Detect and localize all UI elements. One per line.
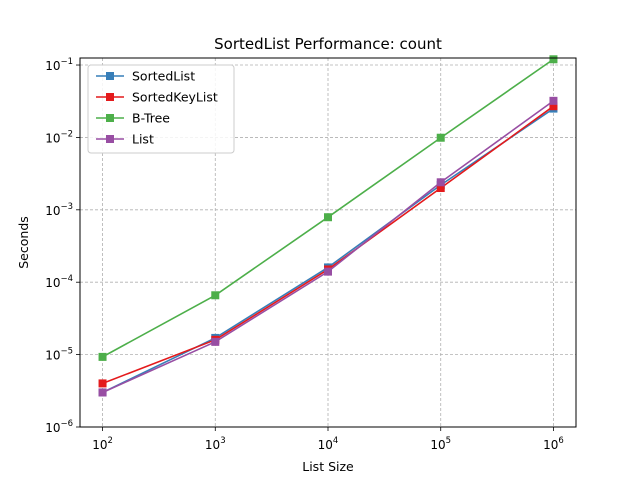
data-point	[324, 213, 333, 222]
data-point	[549, 55, 558, 64]
y-tick-exponent: −4	[60, 274, 73, 284]
y-tick-base: 10	[45, 276, 60, 290]
x-tick-base: 10	[92, 438, 107, 452]
legend-marker	[106, 114, 114, 122]
legend-label: List	[132, 132, 154, 147]
y-tick-base: 10	[45, 59, 60, 73]
data-point	[98, 379, 107, 388]
legend-marker	[106, 135, 114, 143]
y-tick-label: 10−5	[45, 347, 73, 363]
y-tick-exponent: −5	[60, 347, 73, 357]
y-tick-exponent: −2	[60, 129, 73, 139]
y-tick-base: 10	[45, 421, 60, 435]
y-axis-label: Seconds	[16, 216, 31, 269]
y-tick-label: 10−6	[45, 419, 73, 435]
y-tick-exponent: −3	[60, 202, 73, 212]
legend-item: List	[96, 132, 154, 147]
data-point	[211, 291, 220, 300]
legend-label: SortedKeyList	[132, 90, 218, 105]
legend-marker	[106, 93, 114, 101]
y-tick-label: 10−2	[45, 129, 73, 145]
data-point	[324, 267, 333, 276]
y-tick-base: 10	[45, 131, 60, 145]
data-point	[549, 96, 558, 105]
y-tick-label: 10−4	[45, 274, 73, 290]
x-axis-ticks: 102 103 104 105 106	[92, 427, 564, 452]
x-axis-label: List Size	[302, 459, 354, 474]
x-tick-base: 10	[543, 438, 558, 452]
x-tick-label: 106	[543, 436, 564, 452]
data-point	[436, 178, 445, 187]
x-tick-exponent: 5	[446, 436, 451, 446]
data-point	[98, 388, 107, 397]
legend-item: SortedList	[96, 69, 195, 84]
y-tick-base: 10	[45, 349, 60, 363]
chart-title: SortedList Performance: count	[214, 35, 442, 53]
x-tick-label: 104	[318, 436, 339, 452]
data-point	[211, 337, 220, 346]
legend-item: SortedKeyList	[96, 90, 218, 105]
y-tick-exponent: −6	[60, 419, 73, 429]
data-point	[549, 102, 558, 111]
x-tick-exponent: 2	[107, 436, 112, 446]
y-tick-exponent: −1	[60, 57, 73, 67]
y-axis-ticks: 10−610−510−410−310−210−1	[45, 57, 80, 435]
legend-box	[87, 64, 235, 154]
legend-marker	[106, 72, 114, 80]
y-tick-label: 10−1	[45, 57, 73, 73]
x-tick-exponent: 4	[333, 436, 338, 446]
y-tick-base: 10	[45, 204, 60, 218]
x-tick-label: 103	[205, 436, 226, 452]
legend-label: SortedList	[132, 69, 195, 84]
legend-item: B-Tree	[96, 111, 170, 126]
series-b-tree	[98, 55, 558, 361]
x-tick-label: 105	[430, 436, 451, 452]
legend: SortedList SortedKeyList B-Tree List	[87, 64, 235, 154]
x-tick-base: 10	[430, 438, 445, 452]
data-point	[436, 184, 445, 193]
data-point	[436, 133, 445, 142]
legend-label: B-Tree	[132, 111, 170, 126]
data-point	[98, 352, 107, 361]
x-tick-base: 10	[318, 438, 333, 452]
series-list	[98, 96, 558, 397]
x-tick-label: 102	[92, 436, 113, 452]
plot-series	[98, 55, 558, 397]
y-tick-label: 10−3	[45, 202, 73, 218]
x-tick-base: 10	[205, 438, 220, 452]
x-tick-exponent: 3	[220, 436, 225, 446]
x-tick-exponent: 6	[558, 436, 563, 446]
